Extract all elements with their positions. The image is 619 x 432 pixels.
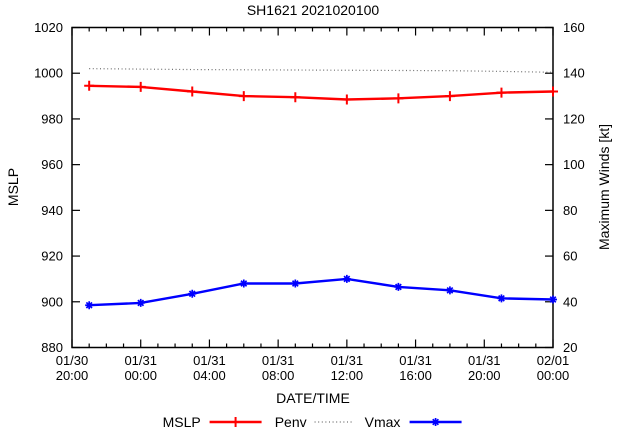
asterisk-marker-icon: [394, 282, 403, 291]
legend-item-penv: Penv: [275, 414, 354, 430]
asterisk-marker-icon: [239, 279, 248, 288]
plus-marker-icon: [84, 80, 95, 91]
svg-text:900: 900: [41, 294, 63, 309]
asterisk-marker-icon: [136, 298, 145, 307]
penv-legend-sample-icon: [314, 421, 353, 423]
svg-text:02/01: 02/01: [537, 353, 570, 368]
svg-text:12:00: 12:00: [331, 368, 364, 383]
plus-marker-icon: [341, 94, 352, 105]
svg-text:80: 80: [563, 203, 577, 218]
svg-text:1020: 1020: [34, 20, 63, 35]
plus-marker-icon: [238, 91, 249, 102]
svg-text:980: 980: [41, 111, 63, 126]
legend-label-mslp: MSLP: [162, 414, 201, 430]
svg-text:20: 20: [563, 340, 577, 355]
mslp-legend-sample-icon: [209, 417, 262, 427]
x-axis-ticks: [71, 27, 554, 348]
plus-marker-icon: [187, 86, 198, 97]
legend-label-penv: Penv: [274, 414, 307, 430]
svg-text:01/31: 01/31: [399, 353, 432, 368]
plus-marker-icon: [548, 86, 558, 97]
svg-text:04:00: 04:00: [193, 368, 226, 383]
svg-text:1000: 1000: [34, 66, 63, 81]
y-right-tick-labels: 20 40 60 80 100 120 140 160: [563, 20, 585, 355]
svg-text:120: 120: [563, 111, 585, 126]
svg-text:20:00: 20:00: [56, 368, 89, 383]
svg-text:960: 960: [41, 157, 63, 172]
svg-text:40: 40: [563, 294, 577, 309]
vmax-series: [85, 274, 557, 310]
legend-label-vmax: Vmax: [364, 414, 401, 430]
svg-text:20:00: 20:00: [468, 368, 501, 383]
y-axis-ticks: [72, 26, 553, 349]
vmax-legend-sample-icon: [409, 418, 462, 426]
plus-marker-icon: [135, 81, 146, 92]
svg-text:01/30: 01/30: [56, 353, 89, 368]
x-axis-label: DATE/TIME: [276, 390, 350, 406]
svg-text:60: 60: [563, 249, 577, 264]
svg-text:920: 920: [41, 249, 63, 264]
svg-text:01/31: 01/31: [468, 353, 501, 368]
y-left-tick-labels: 880 900 920 940 960 980 1000 1020: [34, 20, 63, 355]
svg-text:140: 140: [563, 66, 585, 81]
svg-text:00:00: 00:00: [537, 368, 570, 383]
legend-item-mslp: MSLP: [163, 414, 264, 430]
svg-text:880: 880: [41, 340, 63, 355]
asterisk-marker-icon: [342, 274, 351, 283]
penv-series: [89, 68, 554, 73]
svg-text:01/31: 01/31: [124, 353, 157, 368]
asterisk-marker-icon: [188, 289, 197, 298]
x-tick-labels: 01/3020:0001/3100:0001/3104:0001/3108:00…: [56, 353, 570, 383]
svg-text:01/31: 01/31: [193, 353, 226, 368]
plus-marker-icon: [496, 87, 507, 98]
mslp-series: [84, 80, 558, 105]
svg-text:160: 160: [563, 20, 585, 35]
svg-text:01/31: 01/31: [262, 353, 295, 368]
plus-marker-icon: [444, 91, 455, 102]
chart-title: SH1621 2021020100: [246, 2, 380, 18]
asterisk-marker-icon: [85, 301, 94, 310]
asterisk-marker-icon: [549, 295, 557, 304]
svg-text:08:00: 08:00: [262, 368, 295, 383]
y-axis-label: MSLP: [5, 167, 21, 207]
legend: MSLP Penv Vmax: [163, 414, 464, 430]
asterisk-marker-icon: [445, 286, 454, 295]
plus-marker-icon: [393, 93, 404, 104]
svg-text:940: 940: [41, 203, 63, 218]
plus-marker-icon: [290, 92, 301, 103]
svg-text:00:00: 00:00: [124, 368, 157, 383]
legend-item-vmax: Vmax: [365, 414, 464, 430]
svg-text:100: 100: [563, 157, 585, 172]
axes-frame: [71, 26, 554, 349]
asterisk-marker-icon: [291, 279, 300, 288]
y2-axis-label: Maximum Winds [kt]: [596, 123, 612, 251]
svg-text:01/31: 01/31: [331, 353, 364, 368]
svg-text:16:00: 16:00: [399, 368, 432, 383]
asterisk-marker-icon: [497, 294, 506, 303]
